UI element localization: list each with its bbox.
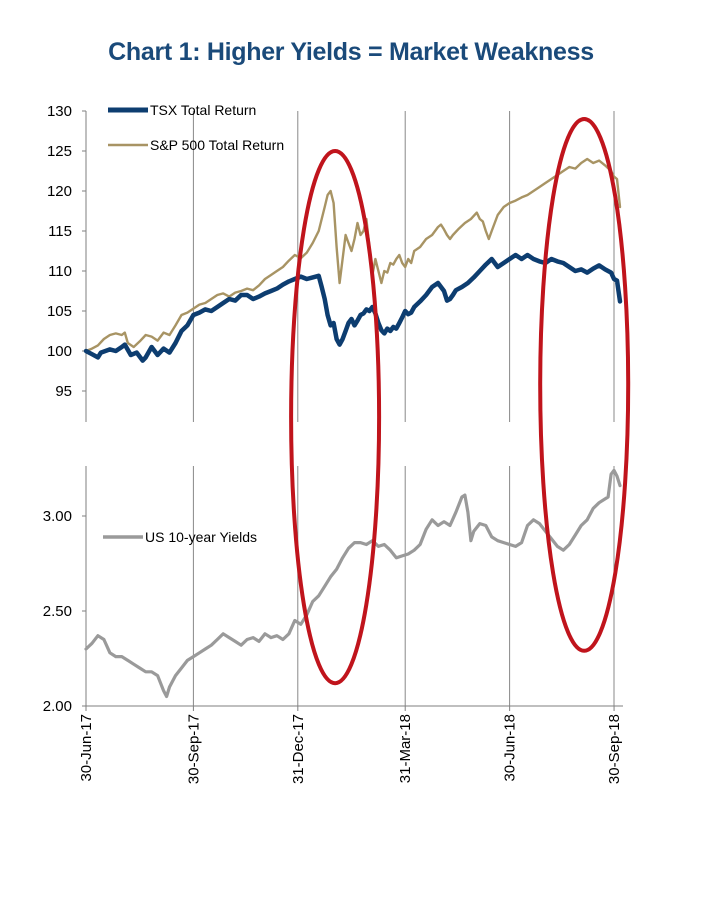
legend-label-yield: US 10-year Yields bbox=[145, 529, 257, 545]
x-tick-label: 31-Mar-18 bbox=[397, 714, 414, 783]
x-tick-label: 30-Sep-17 bbox=[185, 714, 202, 784]
x-tick-label: 31-Dec-17 bbox=[290, 714, 307, 784]
y-tick-label: 95 bbox=[55, 383, 72, 400]
y-tick-label: 2.00 bbox=[43, 698, 72, 715]
legend-label-tsx: TSX Total Return bbox=[150, 102, 256, 118]
axes bbox=[85, 111, 623, 707]
x-tick-label: 30-Sep-18 bbox=[606, 714, 623, 784]
highlight-ellipse bbox=[289, 149, 382, 686]
bottom-panel-y-axis: 2.00 2.50 3.00 bbox=[43, 508, 86, 715]
y-tick-label: 130 bbox=[47, 103, 72, 120]
x-tick-label: 30-Jun-18 bbox=[502, 714, 519, 782]
x-tick-label: 30-Jun-17 bbox=[78, 714, 95, 782]
x-axis: 30-Jun-17 30-Sep-17 31-Dec-17 31-Mar-18 30-J… bbox=[78, 706, 623, 784]
y-tick-label: 3.00 bbox=[43, 508, 72, 525]
y-tick-label: 105 bbox=[47, 303, 72, 320]
series-line-yield bbox=[84, 468, 622, 699]
y-tick-label: 115 bbox=[48, 223, 72, 240]
y-tick-label: 100 bbox=[47, 343, 72, 360]
chart-title: Chart 1: Higher Yields = Market Weakness bbox=[108, 38, 594, 66]
y-tick-label: 2.50 bbox=[43, 603, 72, 620]
y-tick-label: 110 bbox=[48, 263, 72, 280]
y-tick-label: 125 bbox=[47, 143, 72, 160]
top-panel-y-axis: 95 100 105 110 115 120 125 130 bbox=[47, 103, 86, 400]
annotations bbox=[289, 117, 631, 686]
legend-label-sp500: S&P 500 Total Return bbox=[150, 137, 284, 153]
series-line-tsx bbox=[83, 252, 623, 363]
y-tick-label: 120 bbox=[47, 183, 72, 200]
highlight-ellipse bbox=[538, 117, 631, 653]
legends: TSX Total Return S&P 500 Total Return US 1… bbox=[103, 102, 284, 545]
